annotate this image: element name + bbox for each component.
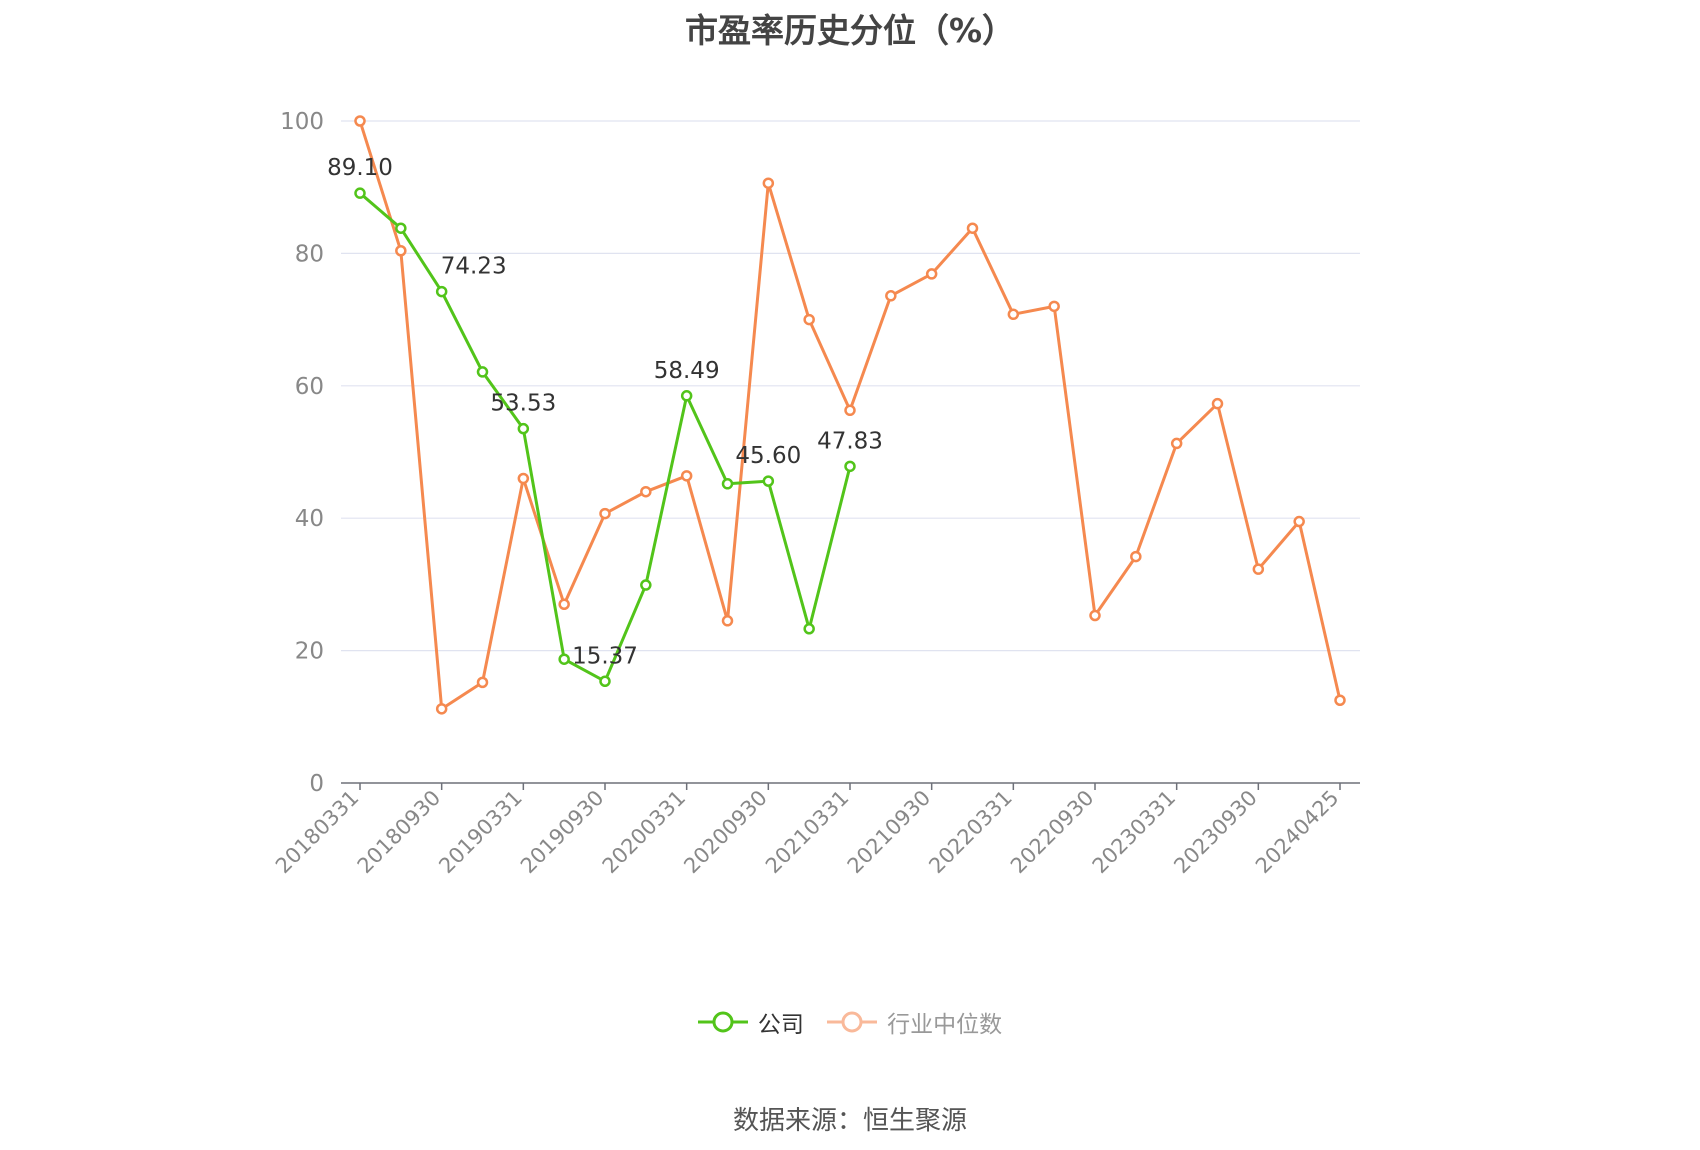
company-point [844,460,856,473]
y-tick-label: 60 [295,374,324,400]
company-point [558,653,570,665]
industry-median-point [435,703,448,715]
data-label: 45.60 [735,443,801,469]
x-tick-label: 20190930 [516,786,609,879]
legend-label-company: 公司 [757,1012,804,1038]
industry-median-point [640,485,652,498]
industry-median-point [517,472,530,485]
company-point [680,390,693,402]
industry-median-point [1334,694,1346,706]
data-label: 89.10 [327,155,393,181]
industry-median-point [1007,308,1020,321]
company-point [476,366,489,378]
industry-median-point [803,313,815,326]
x-tick-label: 20240425 [1251,786,1344,879]
company-point [435,285,448,298]
legend-item-industry-median[interactable]: 行业中位数 [827,1005,1002,1039]
x-tick-label: 20210930 [843,786,936,879]
legend-item-company[interactable]: 公司 [697,1005,804,1039]
y-tick-label: 100 [280,109,324,135]
y-tick-label: 40 [295,506,324,532]
x-tick-label: 20180930 [353,786,446,879]
legend-line-circle-icon [697,1011,748,1033]
company-point [395,222,407,234]
y-axis: 0 20 40 60 80 100 [280,109,324,797]
data-label: 15.37 [572,643,638,669]
company-point [762,475,775,487]
y-tick-label: 20 [295,639,324,665]
x-tick-label: 20220331 [924,786,1017,879]
x-tick-label: 20230930 [1169,786,1262,879]
legend: 公司 行业中位数 [0,1005,1700,1040]
source-note: 数据来源：恒生聚源 [732,1106,967,1136]
industry-median-point [476,676,489,689]
industry-median-point [1252,563,1265,575]
industry-median-point [599,507,611,520]
legend-label-industry-median: 行业中位数 [887,1012,1003,1038]
y-tick-label: 80 [295,241,324,267]
y-tick-label: 0 [309,771,324,797]
x-tick-label: 20230331 [1088,786,1181,879]
industry-median-point [1293,515,1305,528]
grid-lines [341,120,1360,652]
industry-median-point [721,615,734,627]
industry-median-point [1089,609,1101,622]
company-point [721,478,734,490]
x-tick-label: 20220930 [1006,786,1099,879]
company-point [599,675,611,688]
industry-median-point [395,245,407,257]
data-label: 58.49 [654,358,720,384]
industry-median-point [844,404,856,417]
x-tick-label: 20190331 [434,786,527,879]
data-label: 53.53 [490,391,556,417]
data-labels: 89.10 74.23 53.53 15.37 58.49 45.60 47.83 [327,155,883,669]
company-point [640,579,652,591]
data-label: 47.83 [817,428,883,454]
industry-median-point [925,268,938,280]
industry-median-point [1048,300,1060,313]
industry-median-point [354,115,366,127]
legend-line-circle-icon [827,1011,878,1033]
x-tick-label: 20180331 [271,786,364,879]
company-point [517,422,530,435]
industry-median-point [966,222,979,234]
x-axis: 2018033120180930201903312019093020200331… [271,782,1360,879]
industry-median-point [1211,397,1224,410]
x-tick-label: 20200930 [679,786,772,879]
industry-median-point [885,290,897,302]
x-tick-label: 20210331 [761,786,854,879]
industry-median-point [1170,437,1183,450]
industry-median-point [558,598,570,611]
industry-median-point [680,470,693,482]
x-tick-label: 20200331 [598,786,691,879]
company-point [803,623,815,635]
industry-median-point [762,177,775,189]
series-layer [354,115,1346,715]
industry-median-point [1130,550,1142,563]
data-label: 74.23 [441,254,507,280]
company-point [354,187,366,199]
chart-title: 市盈率历史分位（%） [684,11,1016,50]
